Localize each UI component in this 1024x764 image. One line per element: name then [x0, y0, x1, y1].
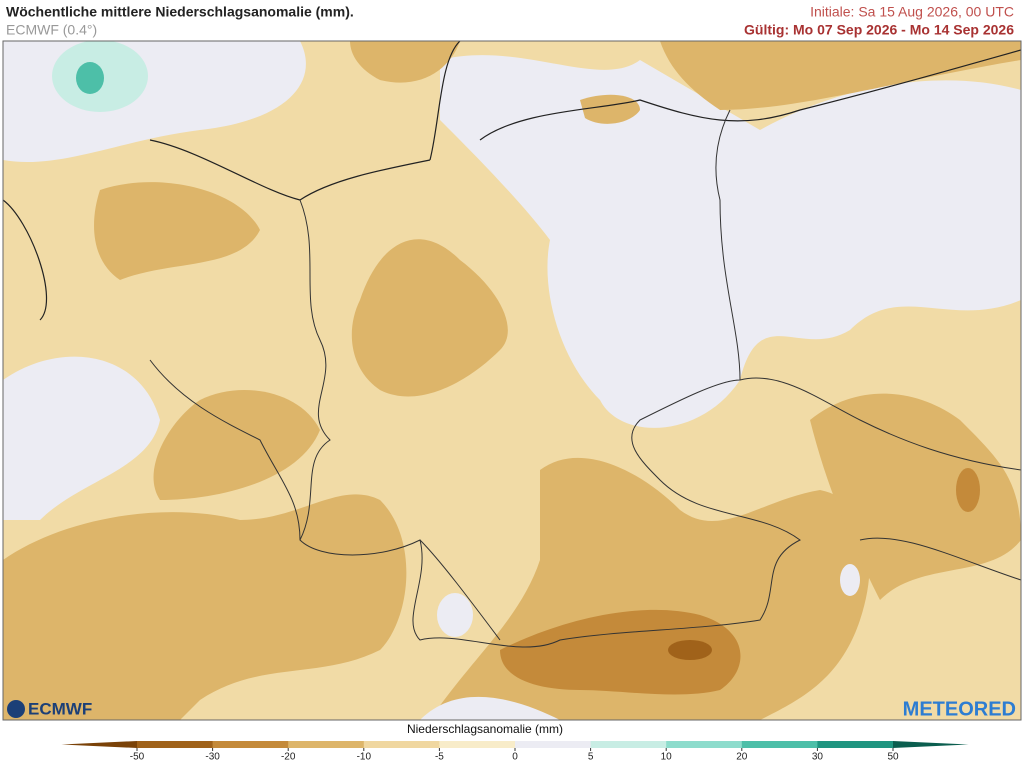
colorbar-arrow [61, 741, 137, 748]
colorbar-segment [212, 741, 289, 748]
title: Wöchentliche mittlere Niederschlagsanoma… [6, 4, 354, 20]
colorbar-segment [288, 741, 365, 748]
ecmwf-logo: ECMWF [7, 699, 92, 718]
colorbar-segment [666, 741, 743, 748]
tick-label: 0 [512, 752, 518, 763]
map [3, 41, 1021, 720]
colorbar-arrow [893, 741, 969, 748]
tick-label: -10 [357, 752, 372, 763]
tick-label: -20 [281, 752, 296, 763]
tick-label: 50 [887, 752, 899, 763]
map-frame [2, 40, 1022, 721]
tick-label: -5 [435, 752, 444, 763]
colorbar-segment [590, 741, 667, 748]
colorbar: -50 -30 -20 -10 -5 0 5 10 20 30 50 [61, 741, 969, 763]
colorbar-segment [439, 741, 516, 748]
colorbar-segment [817, 741, 894, 748]
logo-right: METEORED [903, 698, 1016, 720]
legend-title: Niederschlagsanomalie (mm) [407, 722, 563, 736]
header: Wöchentliche mittlere Niederschlagsanoma… [6, 4, 1014, 38]
logo-left: ECMWF [28, 699, 92, 718]
valid-time: Gültig: Mo 07 Sep 2026 - Mo 14 Sep 2026 [744, 22, 1014, 38]
tick-label: 5 [588, 752, 594, 763]
tick-label: -50 [130, 752, 145, 763]
colorbar-segment [137, 741, 214, 748]
colorbar-segment [741, 741, 818, 748]
model: ECMWF (0.4°) [6, 22, 97, 38]
colorbar-segment [363, 741, 440, 748]
tick-label: 10 [661, 752, 673, 763]
tick-label: 20 [736, 752, 748, 763]
init-time: Initiale: Sa 15 Aug 2026, 00 UTC [810, 4, 1014, 20]
tick-label: 30 [812, 752, 824, 763]
tick-label: -30 [205, 752, 220, 763]
colorbar-segment [515, 741, 592, 748]
